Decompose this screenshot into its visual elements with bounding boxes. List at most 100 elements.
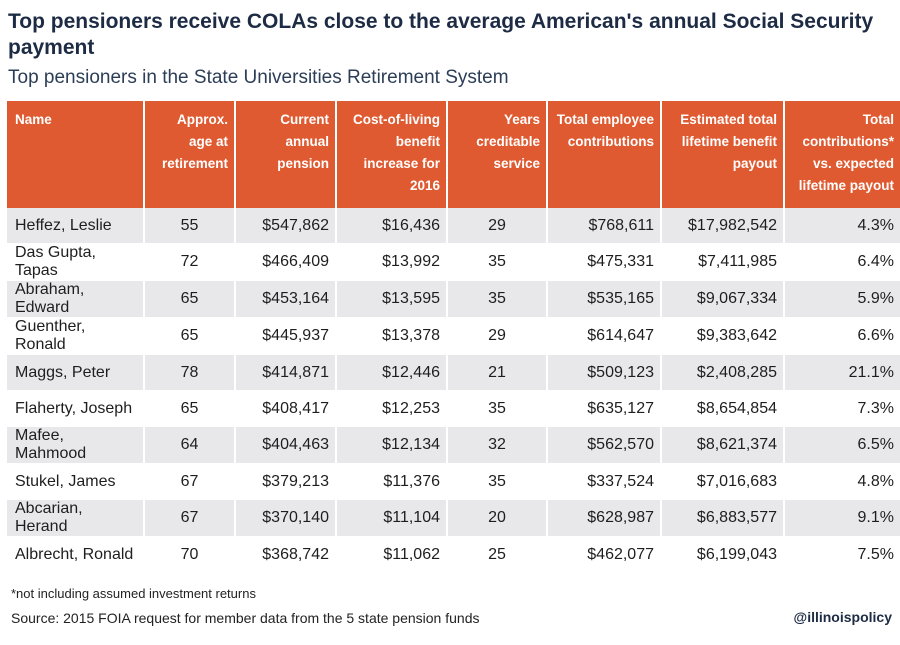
cell-payout: $7,016,683	[662, 464, 785, 500]
cell-cola: $12,253	[337, 391, 448, 427]
col-header-payout: Estimated total lifetime benefit payout	[662, 101, 785, 208]
cell-contributions: $562,570	[548, 427, 662, 464]
cell-pension: $414,871	[236, 355, 337, 391]
cell-cola: $11,062	[337, 537, 448, 573]
table-row: Stukel, James 67 $379,213 $11,376 35 $337,524…	[7, 464, 900, 500]
header-row: Name Approx. age at retirement Current a…	[7, 101, 900, 208]
cell-age: 72	[145, 244, 236, 281]
cell-contributions: $614,647	[548, 318, 662, 355]
cell-age: 70	[145, 537, 236, 573]
cell-years: 29	[448, 208, 548, 244]
cell-payout: $2,408,285	[662, 355, 785, 391]
brand-handle: @illinoispolicy	[793, 609, 892, 625]
table-row: Guenther, Ronald 65 $445,937 $13,378 29 $614,…	[7, 318, 900, 355]
table-row: Das Gupta, Tapas 72 $466,409 $13,992 35 $475,…	[7, 244, 900, 281]
source-note: Source: 2015 FOIA request for member dat…	[11, 610, 480, 626]
cell-cola: $12,446	[337, 355, 448, 391]
cell-cola: $12,134	[337, 427, 448, 464]
cell-payout: $9,383,642	[662, 318, 785, 355]
cell-payout: $6,883,577	[662, 500, 785, 537]
col-header-years: Years creditable service	[448, 101, 548, 208]
cell-age: 65	[145, 391, 236, 427]
cell-ratio: 7.5%	[785, 537, 900, 573]
cell-ratio: 4.8%	[785, 464, 900, 500]
cell-name: Albrecht, Ronald	[7, 537, 145, 573]
cell-payout: $8,621,374	[662, 427, 785, 464]
cell-age: 78	[145, 355, 236, 391]
cell-years: 29	[448, 318, 548, 355]
cell-payout: $8,654,854	[662, 391, 785, 427]
cell-pension: $379,213	[236, 464, 337, 500]
table-row: Maggs, Peter 78 $414,871 $12,446 21 $509,123 $…	[7, 355, 900, 391]
cell-name: Abcarian, Herand	[7, 500, 145, 537]
cell-years: 35	[448, 464, 548, 500]
cell-age: 65	[145, 318, 236, 355]
cell-pension: $370,140	[236, 500, 337, 537]
pension-table: Name Approx. age at retirement Current a…	[7, 101, 900, 573]
cell-years: 32	[448, 427, 548, 464]
table-row: Abraham, Edward 65 $453,164 $13,595 35 $535,1…	[7, 281, 900, 318]
cell-payout: $9,067,334	[662, 281, 785, 318]
cell-payout: $17,982,542	[662, 208, 785, 244]
cell-age: 67	[145, 464, 236, 500]
cell-ratio: 6.6%	[785, 318, 900, 355]
cell-name: Flaherty, Joseph	[7, 391, 145, 427]
cell-ratio: 9.1%	[785, 500, 900, 537]
cell-name: Das Gupta, Tapas	[7, 244, 145, 281]
cell-contributions: $509,123	[548, 355, 662, 391]
cell-cola: $11,104	[337, 500, 448, 537]
cell-years: 35	[448, 391, 548, 427]
cell-years: 21	[448, 355, 548, 391]
cell-contributions: $462,077	[548, 537, 662, 573]
cell-contributions: $337,524	[548, 464, 662, 500]
cell-years: 25	[448, 537, 548, 573]
cell-ratio: 6.4%	[785, 244, 900, 281]
cell-payout: $7,411,985	[662, 244, 785, 281]
cell-pension: $404,463	[236, 427, 337, 464]
cell-cola: $13,378	[337, 318, 448, 355]
cell-contributions: $768,611	[548, 208, 662, 244]
cell-ratio: 21.1%	[785, 355, 900, 391]
cell-age: 55	[145, 208, 236, 244]
col-header-pension: Current annual pension	[236, 101, 337, 208]
table-row: Mafee, Mahmood 64 $404,463 $12,134 32 $562,57…	[7, 427, 900, 464]
col-header-age: Approx. age at retirement	[145, 101, 236, 208]
cell-years: 35	[448, 281, 548, 318]
table-row: Flaherty, Joseph 65 $408,417 $12,253 35 $635,…	[7, 391, 900, 427]
cell-cola: $11,376	[337, 464, 448, 500]
table-row: Albrecht, Ronald 70 $368,742 $11,062 25 $462,…	[7, 537, 900, 573]
cell-name: Stukel, James	[7, 464, 145, 500]
col-header-ratio: Total contributions* vs. expected lifeti…	[785, 101, 900, 208]
cell-ratio: 6.5%	[785, 427, 900, 464]
cell-years: 20	[448, 500, 548, 537]
cell-name: Guenther, Ronald	[7, 318, 145, 355]
cell-name: Maggs, Peter	[7, 355, 145, 391]
cell-cola: $13,992	[337, 244, 448, 281]
cell-cola: $13,595	[337, 281, 448, 318]
cell-pension: $466,409	[236, 244, 337, 281]
cell-name: Abraham, Edward	[7, 281, 145, 318]
cell-ratio: 5.9%	[785, 281, 900, 318]
chart-title: Top pensioners receive COLAs close to th…	[8, 10, 874, 59]
cell-contributions: $628,987	[548, 500, 662, 537]
cell-pension: $547,862	[236, 208, 337, 244]
cell-contributions: $475,331	[548, 244, 662, 281]
cell-years: 35	[448, 244, 548, 281]
col-header-cola: Cost-of-living benefit increase for 2016	[337, 101, 448, 208]
table-row: Heffez, Leslie 55 $547,862 $16,436 29 $768,61…	[7, 208, 900, 244]
cell-name: Mafee, Mahmood	[7, 427, 145, 464]
footnote: *not including assumed investment return…	[11, 586, 256, 601]
table-body: Heffez, Leslie 55 $547,862 $16,436 29 $768,61…	[7, 208, 900, 573]
cell-ratio: 7.3%	[785, 391, 900, 427]
cell-name: Heffez, Leslie	[7, 208, 145, 244]
cell-age: 65	[145, 281, 236, 318]
cell-pension: $445,937	[236, 318, 337, 355]
cell-pension: $368,742	[236, 537, 337, 573]
cell-pension: $453,164	[236, 281, 337, 318]
cell-contributions: $535,165	[548, 281, 662, 318]
table-row: Abcarian, Herand 67 $370,140 $11,104 20 $628,…	[7, 500, 900, 537]
cell-pension: $408,417	[236, 391, 337, 427]
cell-age: 64	[145, 427, 236, 464]
chart-subtitle: Top pensioners in the State Universities…	[8, 67, 509, 88]
cell-contributions: $635,127	[548, 391, 662, 427]
